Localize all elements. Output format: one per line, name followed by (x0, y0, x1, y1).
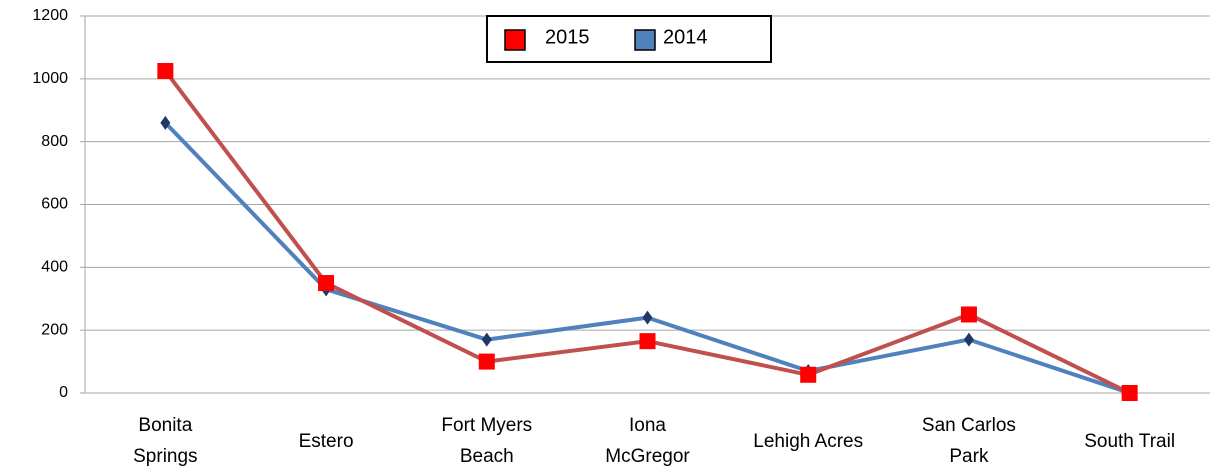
marker (160, 115, 171, 130)
legend-swatch (504, 29, 526, 51)
x-tick-label: South Trail (1084, 430, 1176, 452)
legend-label: 2015 (545, 26, 590, 48)
y-tick-label: 200 (41, 321, 68, 338)
y-tick-label: 400 (41, 259, 68, 276)
marker (963, 332, 974, 347)
y-tick-label: 1200 (32, 7, 68, 24)
y-tick-label: 0 (59, 384, 68, 401)
marker (157, 62, 174, 79)
y-tick-label: 1000 (32, 70, 68, 87)
marker (481, 332, 492, 347)
x-tick-label: Estero (298, 430, 354, 452)
marker (800, 366, 817, 383)
x-tick-label: Lehigh Acres (753, 430, 864, 452)
x-tick-label: Bonita Springs (133, 415, 198, 467)
legend-label: 2014 (663, 26, 708, 48)
y-tick-label: 800 (41, 133, 68, 150)
legend-swatch (634, 29, 656, 51)
y-tick-label: 600 (41, 196, 68, 213)
marker (318, 275, 335, 292)
marker (478, 353, 495, 370)
marker (642, 310, 653, 325)
marker (639, 333, 656, 350)
x-tick-label: Fort Myers Beach (441, 415, 533, 467)
legend-box (486, 15, 772, 63)
marker (1121, 385, 1138, 401)
x-tick-label: Iona McGregor (605, 415, 690, 467)
series-line (163, 121, 1131, 395)
marker (960, 306, 977, 323)
x-tick-label: San Carlos Park (921, 415, 1016, 467)
